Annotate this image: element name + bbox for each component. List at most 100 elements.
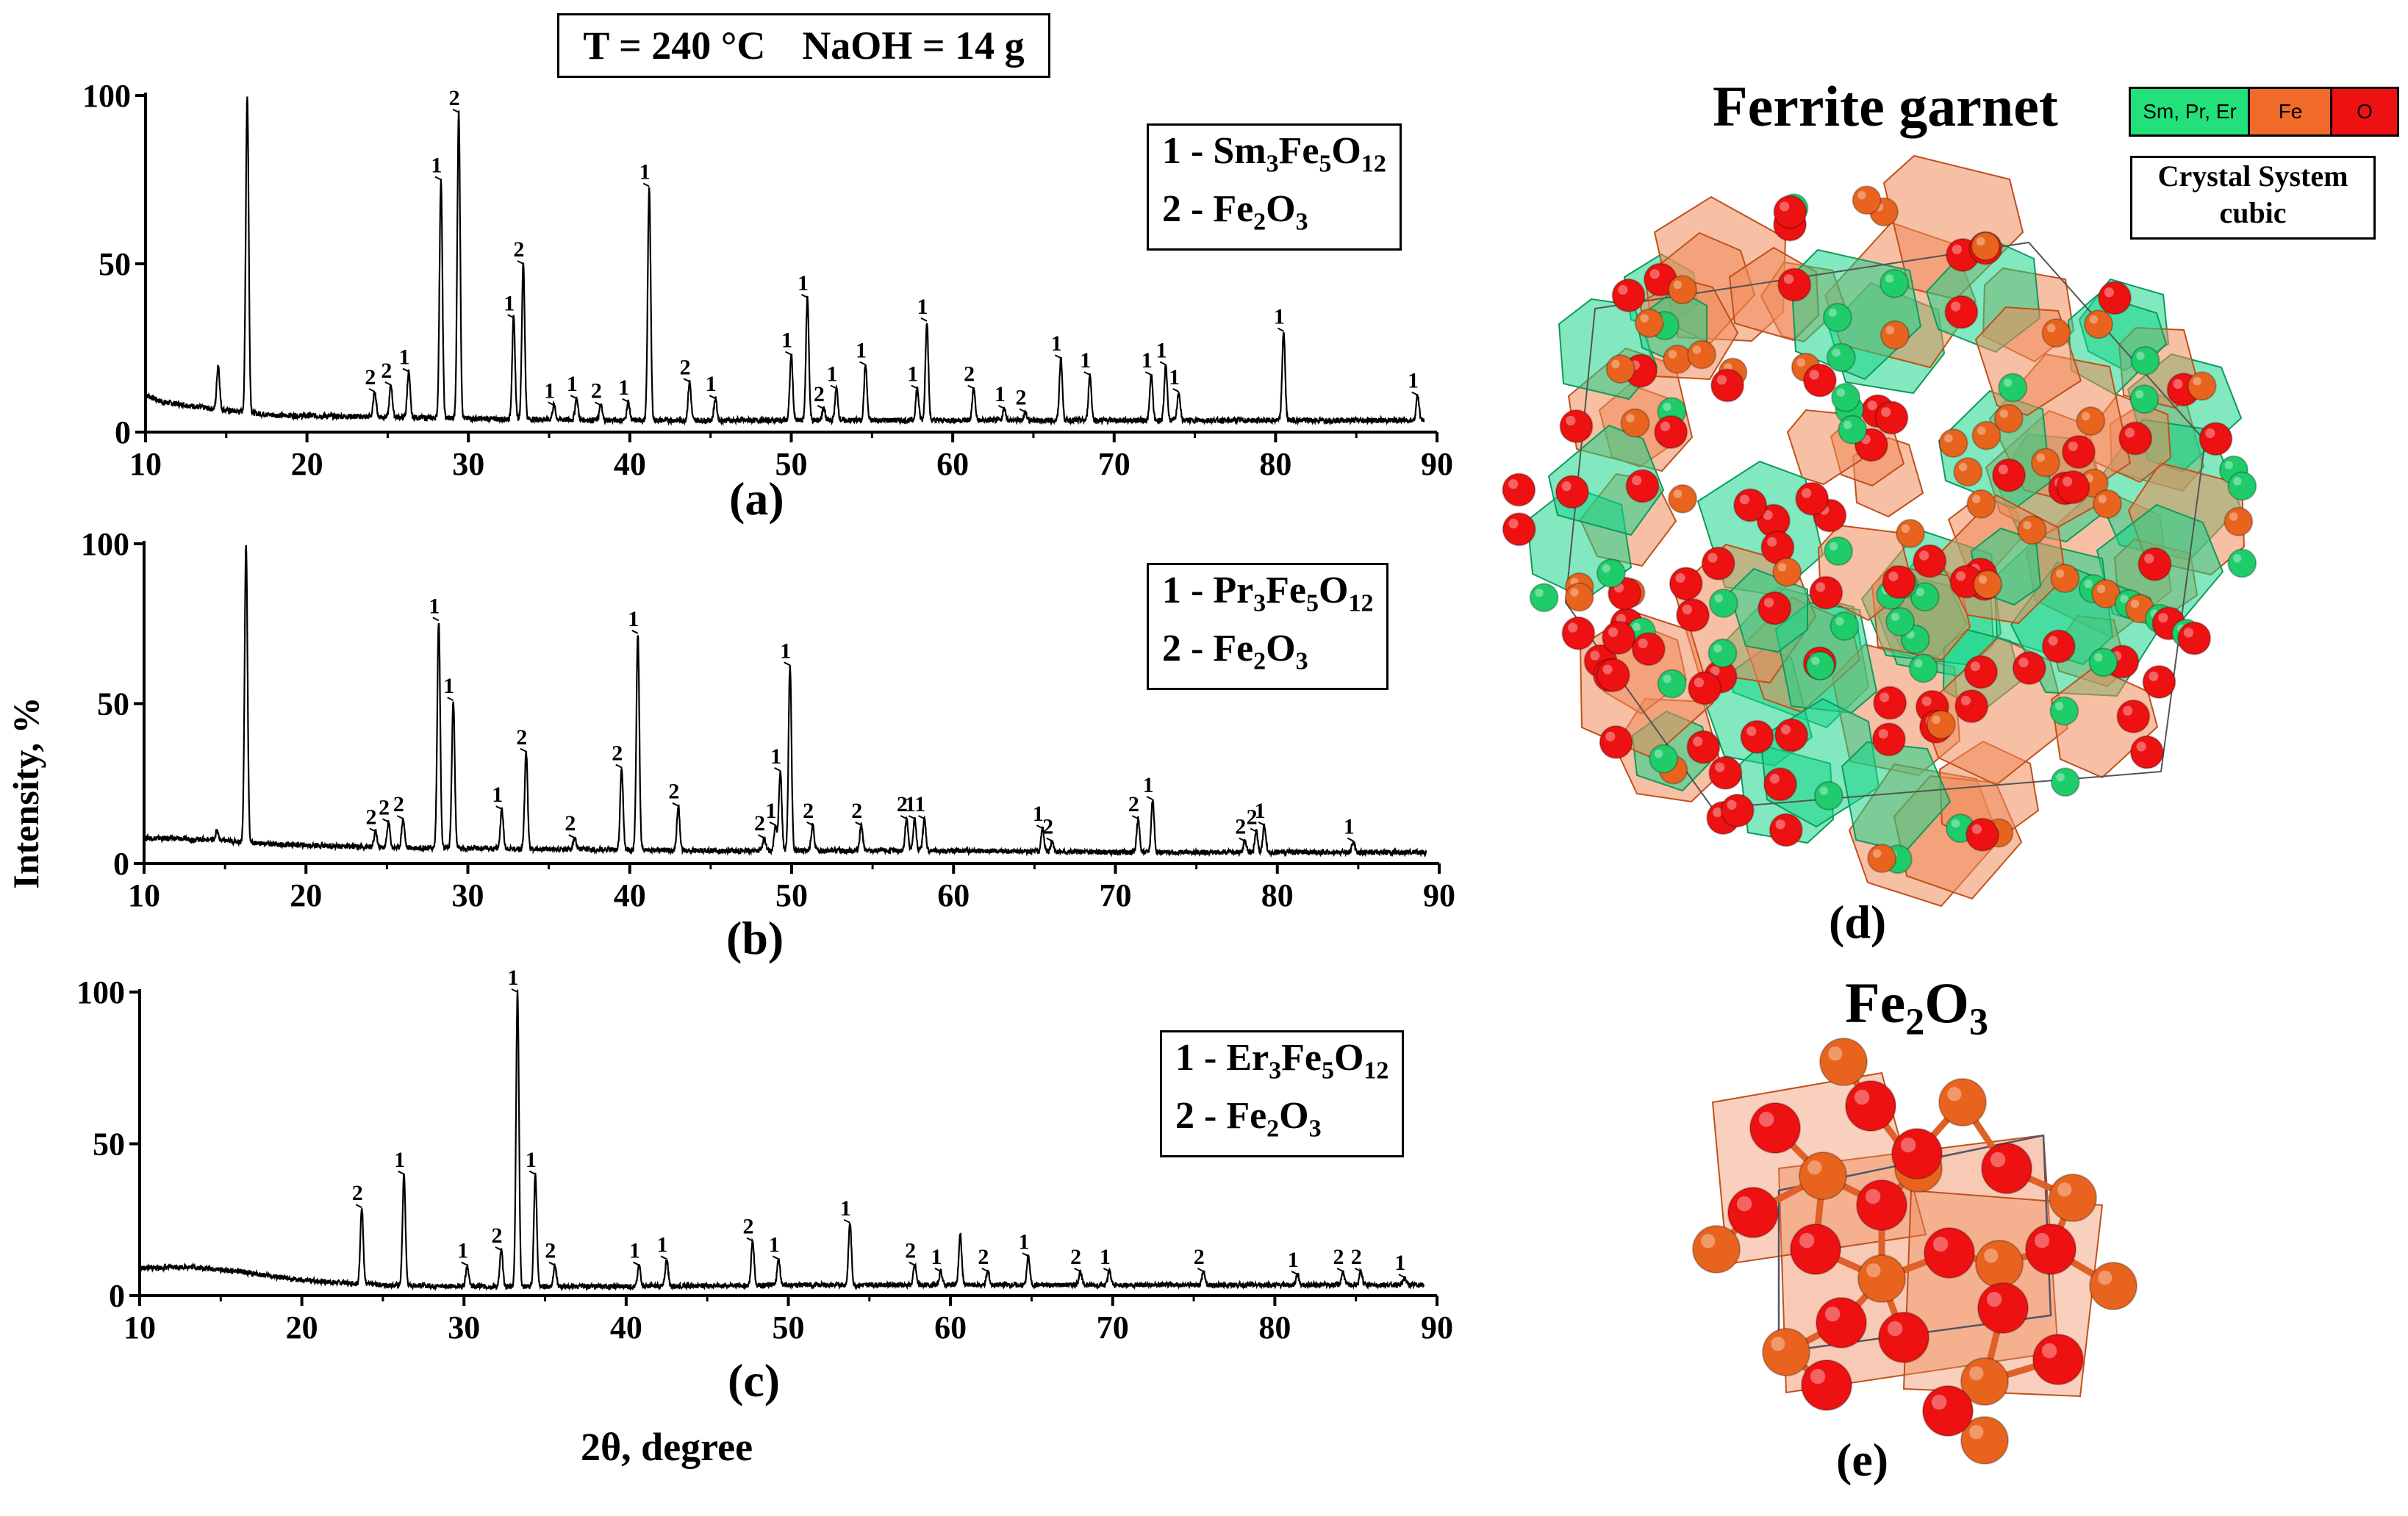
o-atom-highlight bbox=[1715, 762, 1725, 772]
peak-marker bbox=[434, 176, 442, 181]
o-atom bbox=[1845, 1080, 1896, 1132]
x-tick-label: 80 bbox=[1259, 446, 1291, 482]
x-tick-label: 40 bbox=[614, 446, 646, 482]
peak-label: 2 bbox=[1194, 1245, 1205, 1269]
o-atom bbox=[2118, 421, 2153, 456]
peak-marker bbox=[369, 827, 376, 833]
fe-atom-highlight bbox=[1857, 190, 1866, 200]
o-atom-highlight bbox=[1998, 464, 2008, 475]
peak-label: 1 bbox=[798, 271, 809, 295]
xrd-pattern bbox=[145, 96, 1425, 426]
ln-atom bbox=[1910, 582, 1940, 612]
peak-marker bbox=[1054, 354, 1061, 359]
fe-atom-highlight bbox=[1692, 345, 1702, 354]
peak-label: 2 bbox=[668, 780, 679, 804]
legend-fe-swatch: Fe bbox=[2248, 87, 2333, 137]
x-tick-label: 80 bbox=[1258, 1310, 1291, 1346]
ln-atom-highlight bbox=[1836, 388, 1846, 397]
peak-marker bbox=[517, 260, 524, 265]
peak-marker bbox=[495, 805, 503, 810]
x-tick-label: 50 bbox=[775, 877, 808, 913]
peak-marker bbox=[461, 1261, 468, 1266]
peak-marker bbox=[843, 1218, 850, 1224]
o-atom-highlight bbox=[1632, 475, 1642, 486]
peak-marker bbox=[909, 1261, 916, 1266]
fe-atom bbox=[1668, 484, 1698, 514]
o-atom bbox=[1992, 458, 2027, 492]
ln-atom bbox=[1838, 414, 1868, 445]
o-atom-highlight bbox=[1605, 731, 1616, 741]
o-atom bbox=[1777, 267, 1812, 302]
peak-label: 2 bbox=[1247, 805, 1258, 830]
garnet-structure bbox=[1502, 154, 2257, 908]
temperature-label: T = 240 °C bbox=[583, 24, 766, 68]
fe2o3-structure bbox=[1692, 1038, 2138, 1465]
o-atom-highlight bbox=[1590, 650, 1600, 661]
fe-atom-highlight bbox=[1984, 1249, 1999, 1263]
fe-atom bbox=[1819, 1038, 1868, 1086]
peak-label: 2 bbox=[449, 86, 460, 110]
o-atom bbox=[1596, 658, 1630, 692]
fe-atom bbox=[2076, 406, 2106, 437]
o-atom bbox=[1502, 473, 1536, 507]
peak-marker bbox=[1022, 1252, 1029, 1257]
o-atom-highlight bbox=[1712, 807, 1723, 817]
peak-marker bbox=[784, 661, 791, 667]
peak-label: 2 bbox=[1128, 792, 1139, 816]
o-atom bbox=[1802, 363, 1837, 398]
fe-atom bbox=[1605, 354, 1635, 384]
peak-marker bbox=[1239, 837, 1246, 842]
peak-marker bbox=[855, 821, 862, 826]
y-tick-label: 0 bbox=[113, 846, 129, 882]
o-atom-highlight bbox=[1887, 1321, 1903, 1337]
o-atom-highlight bbox=[1780, 201, 1790, 212]
fe-atom-highlight bbox=[1640, 314, 1649, 323]
peak-marker bbox=[672, 802, 679, 807]
ln-atom-highlight bbox=[2120, 594, 2129, 603]
ln-atom-highlight bbox=[1663, 402, 1671, 412]
peak-label: 1 bbox=[567, 372, 578, 396]
peak-marker bbox=[1411, 391, 1419, 396]
o-atom-highlight bbox=[1736, 1196, 1752, 1212]
fe-atom-highlight bbox=[2193, 377, 2201, 386]
peak-label: 2 bbox=[591, 378, 602, 403]
o-atom bbox=[2116, 699, 2151, 733]
peak-label: 1 bbox=[1394, 1251, 1405, 1275]
ln-atom bbox=[1708, 638, 1738, 668]
peak-label: 1 bbox=[1100, 1245, 1111, 1269]
peak-label: 1 bbox=[544, 378, 555, 403]
o-atom bbox=[1602, 620, 1636, 655]
o-atom bbox=[1795, 481, 1830, 516]
fe-atom-highlight bbox=[1777, 563, 1787, 572]
peak-label: 1 bbox=[1142, 348, 1153, 373]
o-atom bbox=[1882, 565, 1916, 600]
fe-atom-highlight bbox=[2098, 1271, 2113, 1285]
o-atom bbox=[1561, 616, 1596, 650]
o-atom-highlight bbox=[2136, 741, 2146, 752]
o-atom bbox=[1913, 544, 1947, 578]
fe-atom bbox=[1857, 1254, 1906, 1303]
panel-label-e: (e) bbox=[1836, 1434, 1889, 1486]
o-atom-highlight bbox=[2149, 671, 2159, 681]
conditions-box: T = 240 °C NaOH = 14 g bbox=[557, 13, 1050, 78]
o-atom bbox=[1631, 632, 1666, 667]
crystal-system-value: cubic bbox=[2219, 196, 2287, 229]
ln-atom-highlight bbox=[1811, 656, 1820, 665]
fe-atom bbox=[2050, 564, 2080, 594]
ln-atom-highlight bbox=[1535, 588, 1544, 597]
peak-label: 1 bbox=[443, 674, 454, 698]
ln-atom-highlight bbox=[1829, 542, 1838, 551]
peak-marker bbox=[382, 818, 390, 823]
o-atom-highlight bbox=[1638, 638, 1648, 649]
o-atom-highlight bbox=[2104, 287, 2114, 298]
legend-a-item-2: 2 - Fe2O3 bbox=[1162, 188, 1308, 236]
o-atom bbox=[2041, 629, 2076, 664]
peak-label: 2 bbox=[1070, 1245, 1081, 1269]
o-atom-highlight bbox=[2123, 705, 2133, 716]
ln-atom bbox=[1880, 268, 1910, 298]
legend-b: 1 - Pr3Fe5O12 2 - Fe2O3 bbox=[1147, 563, 1389, 690]
fe-atom-highlight bbox=[1976, 237, 1985, 246]
peak-marker bbox=[1144, 371, 1152, 376]
ln-atom bbox=[1708, 588, 1738, 618]
unit-cell-outline bbox=[1564, 241, 2207, 810]
